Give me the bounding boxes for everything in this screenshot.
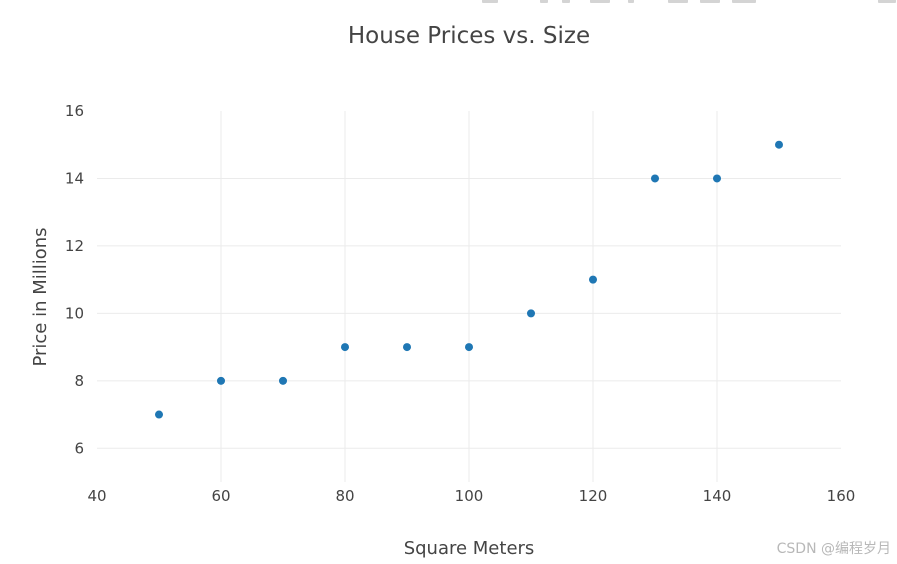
data-point[interactable] — [589, 275, 597, 284]
zoom-icon[interactable] — [540, 0, 548, 3]
y-tick-label: 14 — [65, 169, 84, 187]
y-tick-label: 16 — [65, 102, 84, 120]
data-point[interactable] — [465, 343, 473, 352]
data-point[interactable] — [279, 376, 287, 385]
data-point[interactable] — [713, 174, 721, 183]
data-point[interactable] — [527, 309, 535, 318]
tick-labels: 40 60 80 100 120 140 160 6 8 10 12 14 16 — [65, 102, 855, 505]
zoom-out-icon[interactable] — [700, 0, 720, 3]
pan-icon[interactable] — [562, 0, 570, 3]
data-points — [155, 140, 783, 419]
x-tick-label: 160 — [827, 487, 856, 505]
y-tick-label: 10 — [65, 304, 84, 322]
x-tick-label: 120 — [579, 487, 608, 505]
data-point[interactable] — [403, 343, 411, 352]
chart-title: House Prices vs. Size — [348, 23, 590, 49]
zoom-in-icon[interactable] — [668, 0, 688, 3]
y-tick-label: 12 — [65, 237, 84, 255]
chart-modebar — [470, 0, 897, 6]
autoscale-icon[interactable] — [732, 0, 756, 3]
data-point[interactable] — [775, 140, 783, 149]
data-point[interactable] — [217, 376, 225, 385]
y-tick-label: 8 — [74, 372, 84, 390]
camera-icon[interactable] — [482, 0, 498, 3]
watermark: CSDN @编程岁月 — [776, 541, 891, 557]
data-point[interactable] — [155, 410, 163, 419]
reset-axes-icon[interactable] — [878, 0, 896, 3]
data-point[interactable] — [651, 174, 659, 183]
x-tick-label: 140 — [703, 487, 732, 505]
x-tick-label: 60 — [211, 487, 230, 505]
grid-lines — [97, 111, 841, 482]
y-axis-label: Price in Millions — [30, 227, 51, 366]
x-tick-label: 80 — [335, 487, 354, 505]
bar-icon[interactable] — [590, 0, 610, 3]
data-point[interactable] — [341, 343, 349, 352]
x-tick-label: 40 — [87, 487, 106, 505]
lasso-icon[interactable] — [628, 0, 634, 3]
y-tick-label: 6 — [74, 439, 84, 457]
x-tick-label: 100 — [455, 487, 484, 505]
x-axis-label: Square Meters — [404, 538, 535, 559]
